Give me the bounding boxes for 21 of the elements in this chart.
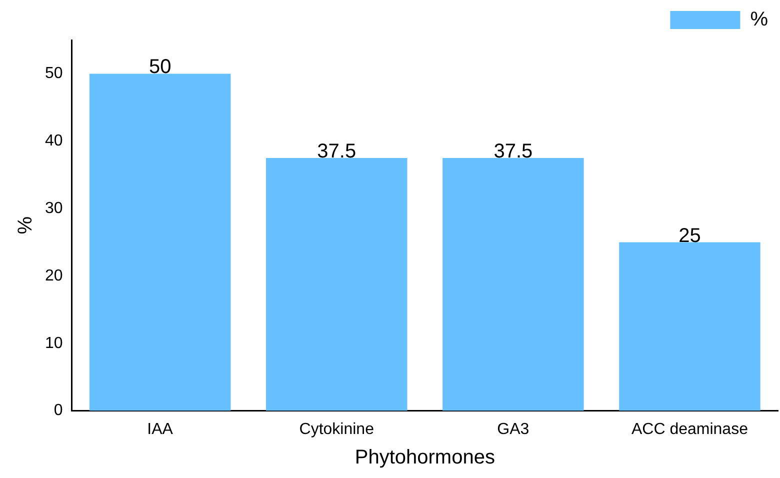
y-tick-label: 40 — [45, 132, 63, 150]
x-tick-label: IAA — [147, 420, 174, 438]
bar — [619, 242, 760, 411]
data-label: 37.5 — [494, 140, 533, 162]
bar — [89, 74, 231, 411]
x-tick-label: Cytokinine — [299, 420, 374, 438]
x-tick-label: ACC deaminase — [631, 420, 748, 438]
y-axis-title: % — [14, 216, 37, 234]
y-tick-label: 0 — [54, 402, 63, 420]
y-tick-label: 10 — [45, 334, 63, 352]
bar — [442, 158, 584, 411]
y-tick-label: 50 — [45, 65, 63, 82]
y-tick-label: 30 — [45, 200, 63, 217]
data-label: 50 — [148, 56, 172, 78]
y-tick-label: 20 — [45, 267, 63, 284]
x-tick-label: GA3 — [497, 420, 530, 438]
x-axis-title: Phytohormones — [354, 446, 495, 469]
legend-label: % — [750, 8, 768, 31]
data-label: 37.5 — [317, 140, 356, 162]
bar — [266, 158, 408, 411]
data-label: 25 — [678, 224, 701, 247]
